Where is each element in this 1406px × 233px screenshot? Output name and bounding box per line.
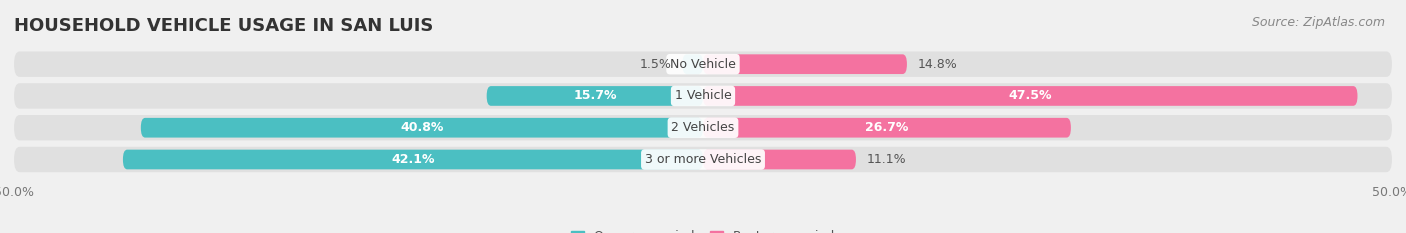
Text: 26.7%: 26.7% (865, 121, 908, 134)
Text: 14.8%: 14.8% (918, 58, 957, 71)
FancyBboxPatch shape (703, 86, 1358, 106)
FancyBboxPatch shape (703, 54, 907, 74)
Text: 3 or more Vehicles: 3 or more Vehicles (645, 153, 761, 166)
Text: 40.8%: 40.8% (401, 121, 444, 134)
FancyBboxPatch shape (682, 54, 703, 74)
FancyBboxPatch shape (703, 150, 856, 169)
Text: 1 Vehicle: 1 Vehicle (675, 89, 731, 103)
Text: 11.1%: 11.1% (868, 153, 907, 166)
Text: 1.5%: 1.5% (640, 58, 671, 71)
FancyBboxPatch shape (14, 115, 1392, 140)
Text: 15.7%: 15.7% (574, 89, 617, 103)
Text: 47.5%: 47.5% (1008, 89, 1052, 103)
Text: 42.1%: 42.1% (391, 153, 434, 166)
Legend: Owner-occupied, Renter-occupied: Owner-occupied, Renter-occupied (567, 225, 839, 233)
FancyBboxPatch shape (14, 147, 1392, 172)
FancyBboxPatch shape (14, 51, 1392, 77)
FancyBboxPatch shape (122, 150, 703, 169)
Text: No Vehicle: No Vehicle (671, 58, 735, 71)
Text: 2 Vehicles: 2 Vehicles (672, 121, 734, 134)
FancyBboxPatch shape (486, 86, 703, 106)
Text: HOUSEHOLD VEHICLE USAGE IN SAN LUIS: HOUSEHOLD VEHICLE USAGE IN SAN LUIS (14, 17, 433, 35)
FancyBboxPatch shape (141, 118, 703, 137)
Text: Source: ZipAtlas.com: Source: ZipAtlas.com (1251, 16, 1385, 29)
FancyBboxPatch shape (14, 83, 1392, 109)
FancyBboxPatch shape (703, 118, 1071, 137)
